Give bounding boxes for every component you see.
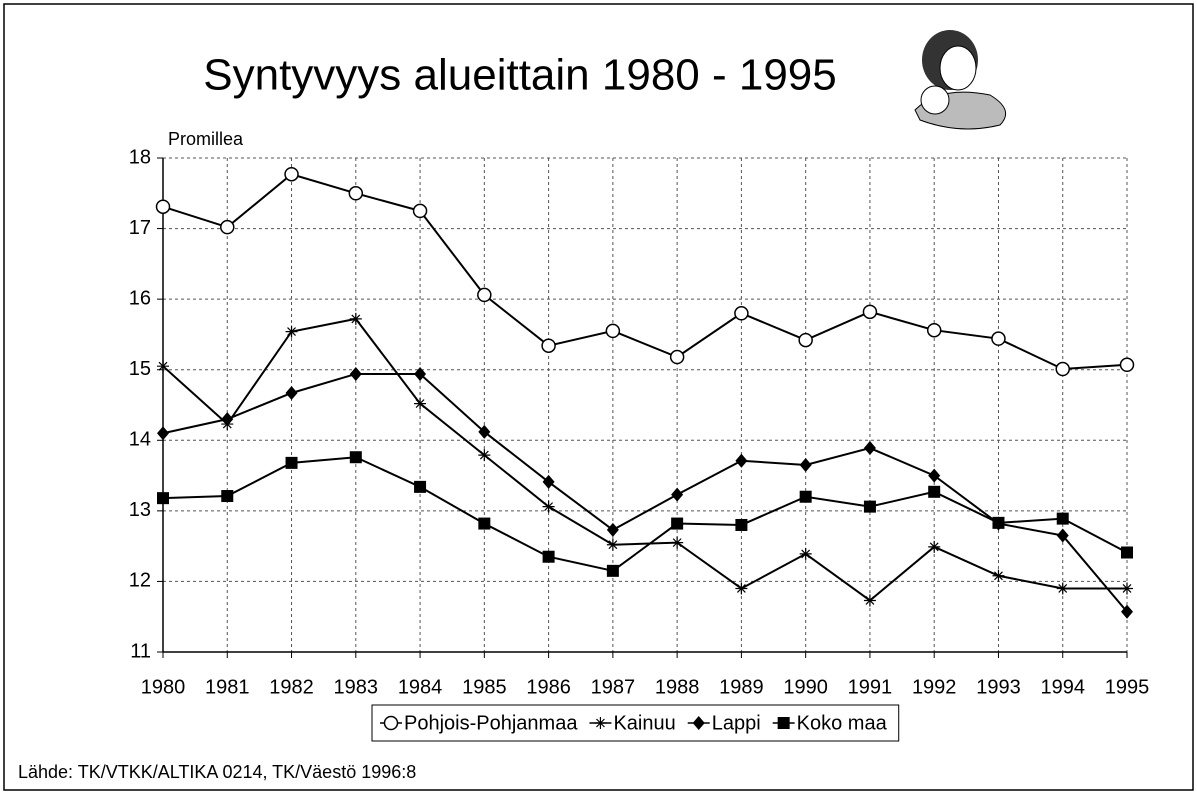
legend: Pohjois-Pohjanmaa Kainuu Lappi Koko maa xyxy=(372,705,899,741)
marker xyxy=(349,187,362,200)
marker xyxy=(607,539,619,551)
x-tick-label: 1989 xyxy=(719,676,764,698)
marker xyxy=(992,517,1004,529)
x-tick-label: 1987 xyxy=(591,676,636,698)
marker xyxy=(157,492,169,504)
marker xyxy=(735,307,748,320)
marker xyxy=(1056,363,1069,376)
marker xyxy=(414,481,426,493)
y-tick-label: 16 xyxy=(129,287,151,309)
chart: Syntyvyys alueittain 1980 - 1995 Promill… xyxy=(0,0,1197,794)
x-tick-label: 1983 xyxy=(334,676,379,698)
marker xyxy=(1121,546,1133,558)
y-tick-label: 13 xyxy=(129,499,151,521)
source: Lähde: TK/VTKK/ALTIKA 0214, TK/Väestö 19… xyxy=(18,762,416,782)
marker xyxy=(221,490,233,502)
marker xyxy=(542,339,555,352)
marker xyxy=(928,324,941,337)
y-tick-label: 15 xyxy=(129,358,151,380)
marker xyxy=(286,457,298,469)
marker xyxy=(671,351,684,364)
x-tick-label: 1985 xyxy=(462,676,507,698)
marker xyxy=(157,426,169,440)
marker xyxy=(607,523,619,537)
series-line xyxy=(163,319,1127,601)
marker xyxy=(735,519,747,531)
legend-label: Kainuu xyxy=(613,712,675,734)
x-tick-label: 1992 xyxy=(912,676,957,698)
marker xyxy=(478,518,490,530)
legend-label: Pohjois-Pohjanmaa xyxy=(404,712,578,734)
y-tick-label: 18 xyxy=(129,146,151,168)
legend-label: Lappi xyxy=(712,712,761,734)
y-tick-label: 11 xyxy=(130,640,151,662)
y-tick-label: 14 xyxy=(129,429,151,451)
marker xyxy=(800,458,812,472)
marker xyxy=(350,451,362,463)
x-tick-label: 1990 xyxy=(783,676,828,698)
y-tick-label: 17 xyxy=(129,217,151,239)
y-axis-label: Promillea xyxy=(168,129,244,149)
x-tick-label: 1980 xyxy=(141,676,186,698)
marker xyxy=(286,386,298,400)
marker xyxy=(799,334,812,347)
marker xyxy=(606,324,619,337)
marker xyxy=(1121,582,1133,594)
series-line xyxy=(163,174,1127,369)
marker xyxy=(992,332,1005,345)
x-tick-label: 1994 xyxy=(1040,676,1085,698)
marker xyxy=(1057,582,1069,594)
marker xyxy=(863,305,876,318)
marker xyxy=(543,551,555,563)
x-tick-label: 1993 xyxy=(976,676,1021,698)
marker xyxy=(735,454,747,468)
y-tick-label: 12 xyxy=(129,570,151,592)
series-line xyxy=(163,457,1127,571)
marker xyxy=(864,441,876,455)
marker xyxy=(478,288,491,301)
marker xyxy=(864,501,876,513)
marker xyxy=(285,168,298,181)
marker xyxy=(157,200,170,213)
series-line xyxy=(163,374,1127,612)
marker xyxy=(928,469,940,483)
marker xyxy=(286,326,298,338)
marker xyxy=(778,717,790,729)
marker xyxy=(992,570,1004,582)
x-tick-label: 1986 xyxy=(526,676,571,698)
x-tick-label: 1995 xyxy=(1105,676,1150,698)
marker xyxy=(671,518,683,530)
marker xyxy=(414,204,427,217)
marker xyxy=(221,221,234,234)
marker xyxy=(1121,358,1134,371)
marker xyxy=(928,486,940,498)
marker xyxy=(800,491,812,503)
x-tick-label: 1981 xyxy=(205,676,250,698)
x-tick-label: 1984 xyxy=(398,676,443,698)
marker xyxy=(1057,513,1069,525)
frame xyxy=(4,4,1193,790)
x-tick-label: 1988 xyxy=(655,676,700,698)
marker xyxy=(607,565,619,577)
legend-label: Koko maa xyxy=(797,712,888,734)
x-tick-label: 1982 xyxy=(269,676,314,698)
clipart xyxy=(915,30,1006,129)
marker xyxy=(385,717,398,730)
marker xyxy=(350,367,362,381)
chart-title: Syntyvyys alueittain 1980 - 1995 xyxy=(203,51,837,100)
marker xyxy=(543,475,555,489)
marker xyxy=(671,488,683,502)
x-tick-label: 1991 xyxy=(848,676,893,698)
